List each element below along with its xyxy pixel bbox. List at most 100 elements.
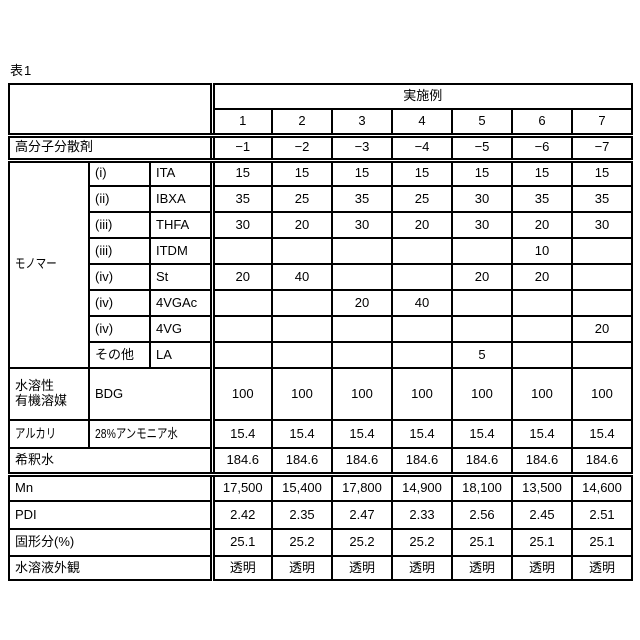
row-appearance: 水溶液外観 透明 透明 透明 透明 透明 透明 透明 — [7, 555, 634, 581]
value-cell: 25.2 — [271, 528, 334, 557]
value-cell: 2.42 — [209, 500, 274, 530]
value-cell: 100 — [511, 367, 574, 421]
value-cell: −4 — [391, 134, 454, 163]
value-cell: 15 — [391, 159, 454, 187]
solvent-label-cell: 水溶性 有機溶媒 — [8, 367, 90, 421]
example-number-cell: 4 — [391, 108, 454, 138]
value-cell: 17,500 — [209, 473, 274, 502]
row-dilution-water: 希釈水 184.6 184.6 184.6 184.6 184.6 184.6 … — [7, 447, 634, 477]
value-cell: 2.47 — [331, 500, 394, 530]
value-cell: 17,800 — [331, 473, 394, 502]
value-cell: 10 — [511, 237, 574, 265]
value-cell — [391, 315, 454, 343]
value-cell: 100 — [571, 367, 634, 421]
monomer-name-cell: St — [148, 263, 214, 291]
row-monomer-ibxa: (ii) IBXA 35 25 35 25 30 35 35 — [9, 185, 634, 213]
value-cell: 184.6 — [391, 447, 454, 477]
monomer-type-cell: (i) — [88, 159, 151, 187]
value-cell: 35 — [571, 185, 634, 213]
example-number-cell: 2 — [271, 108, 334, 138]
value-cell: 20 — [331, 289, 394, 317]
value-cell: 透明 — [209, 555, 274, 581]
alkali-name: 28%アンモニア水 — [95, 425, 178, 441]
monomer-type-cell: (iv) — [88, 289, 151, 317]
row-monomer-thfa: (iii) THFA 30 20 30 20 30 20 30 — [9, 211, 634, 239]
example-number-cell: 1 — [209, 108, 274, 138]
value-cell: 20 — [271, 211, 334, 239]
row-examples-header: 実施例 — [7, 83, 634, 138]
value-cell — [571, 263, 634, 291]
value-cell: 30 — [331, 211, 394, 239]
table-title: 表1 — [10, 63, 33, 78]
value-cell: 15 — [271, 159, 334, 187]
value-cell: 透明 — [451, 555, 514, 581]
value-cell: 15,400 — [271, 473, 334, 502]
examples-header-cell: 実施例 — [209, 83, 634, 110]
value-cell — [511, 289, 574, 317]
value-cell — [511, 315, 574, 343]
value-cell — [451, 237, 514, 265]
value-cell — [511, 341, 574, 369]
row-monomer-la: その他 LA 5 — [9, 341, 634, 369]
value-cell: 35 — [209, 185, 274, 213]
monomer-name-cell: LA — [148, 341, 214, 369]
value-cell: 15.4 — [571, 419, 634, 449]
value-cell: 15.4 — [271, 419, 334, 449]
row-alkali: アルカリ 28%アンモニア水 15.4 15.4 15.4 15.4 15.4 … — [8, 419, 634, 449]
pdi-label-cell: PDI — [7, 500, 214, 530]
value-cell: 25 — [391, 185, 454, 213]
value-cell: 25.2 — [391, 528, 454, 557]
row-pdi: PDI 2.42 2.35 2.47 2.33 2.56 2.45 2.51 — [7, 500, 634, 530]
value-cell: 13,500 — [511, 473, 574, 502]
monomer-type-cell: (iii) — [88, 211, 151, 239]
row-solvent: 水溶性 有機溶媒 BDG 100 100 100 100 100 100 100 — [8, 367, 634, 421]
value-cell: 35 — [511, 185, 574, 213]
value-cell — [331, 237, 394, 265]
value-cell: 15.4 — [391, 419, 454, 449]
value-cell: −3 — [331, 134, 394, 163]
value-cell — [331, 315, 394, 343]
dispersant-label-cell: 高分子分散剤 — [7, 134, 214, 163]
value-cell: 30 — [209, 211, 274, 239]
value-cell: 30 — [451, 185, 514, 213]
value-cell — [391, 341, 454, 369]
value-cell: 100 — [391, 367, 454, 421]
corner-cell — [7, 83, 214, 138]
monomer-name-cell: 4VGAc — [148, 289, 214, 317]
monomer-type-cell: (ii) — [88, 185, 151, 213]
value-cell: 2.51 — [571, 500, 634, 530]
value-cell: 35 — [331, 185, 394, 213]
value-cell: 15.4 — [511, 419, 574, 449]
value-cell: 15.4 — [209, 419, 274, 449]
value-cell — [209, 315, 274, 343]
value-cell: −1 — [209, 134, 274, 163]
value-cell: 184.6 — [271, 447, 334, 477]
monomer-name-cell: 4VG — [148, 315, 214, 343]
row-dispersant: 高分子分散剤 −1 −2 −3 −4 −5 −6 −7 — [7, 134, 634, 163]
value-cell: 14,900 — [391, 473, 454, 502]
value-cell: 2.35 — [271, 500, 334, 530]
examples-data-table: 実施例 1 2 3 4 5 6 7 高分子分散剤 −1 −2 −3 −4 −5 … — [7, 83, 634, 581]
example-number-cell: 6 — [511, 108, 574, 138]
solvent-name-cell: BDG — [87, 367, 214, 421]
monomer-name-cell: ITDM — [148, 237, 214, 265]
monomer-name-cell: ITA — [148, 159, 214, 187]
value-cell: 2.45 — [511, 500, 574, 530]
value-cell — [271, 315, 334, 343]
value-cell: 2.33 — [391, 500, 454, 530]
row-example-numbers: 1 2 3 4 5 6 7 — [9, 108, 634, 138]
monomer-name-cell: IBXA — [148, 185, 214, 213]
value-cell: 20 — [511, 263, 574, 291]
mn-label-cell: Mn — [7, 473, 214, 502]
example-number-cell: 7 — [571, 108, 634, 138]
value-cell: 30 — [571, 211, 634, 239]
value-cell: 25.1 — [451, 528, 514, 557]
value-cell: 25.1 — [511, 528, 574, 557]
row-monomer-4vgac: (iv) 4VGAc 20 40 — [9, 289, 634, 317]
value-cell: 15.4 — [451, 419, 514, 449]
value-cell: 100 — [209, 367, 274, 421]
value-cell: 25.2 — [331, 528, 394, 557]
value-cell — [271, 341, 334, 369]
monomer-type-cell: (iii) — [88, 237, 151, 265]
